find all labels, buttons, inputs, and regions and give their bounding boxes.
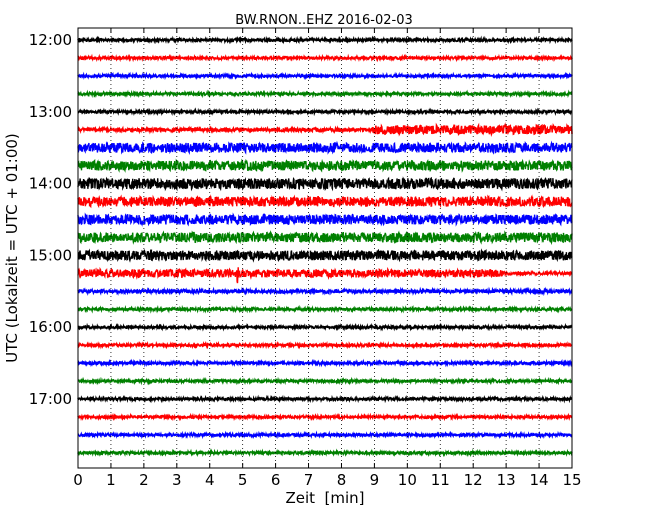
trace-1630 bbox=[77, 358, 573, 368]
trace-1500 bbox=[77, 248, 573, 263]
trace-1615 bbox=[77, 340, 573, 350]
trace-1645 bbox=[77, 376, 573, 386]
trace-1400 bbox=[77, 176, 573, 192]
trace-1730 bbox=[77, 430, 573, 440]
y-axis-label: UTC (Lokalzeit = UTC + 01:00) bbox=[3, 133, 21, 363]
y-tick-label: 12:00 bbox=[29, 31, 72, 49]
x-tick-label: 4 bbox=[205, 471, 215, 489]
trace-1745 bbox=[77, 448, 573, 458]
x-tick-label: 15 bbox=[562, 471, 581, 489]
x-tick-label: 14 bbox=[530, 471, 549, 489]
trace-1315 bbox=[77, 122, 573, 137]
trace-1330 bbox=[77, 140, 573, 156]
trace-1415 bbox=[77, 194, 573, 209]
x-tick-label: 1 bbox=[106, 471, 116, 489]
x-tick-label: 5 bbox=[238, 471, 248, 489]
x-tick-label: 10 bbox=[398, 471, 417, 489]
plot-frame bbox=[77, 27, 573, 469]
trace-1215 bbox=[77, 53, 573, 63]
trace-1430 bbox=[77, 212, 573, 227]
trace-1230 bbox=[77, 71, 573, 81]
trace-1445 bbox=[77, 230, 573, 246]
y-tick-label: 16:00 bbox=[29, 318, 72, 336]
trace-1345 bbox=[77, 158, 573, 173]
x-axis-label: Zeit [min] bbox=[285, 489, 364, 507]
y-tick-label: 17:00 bbox=[29, 390, 72, 408]
x-tick-label: 0 bbox=[73, 471, 83, 489]
trace-group bbox=[77, 35, 573, 458]
x-axis: 0 1 2 3 4 5 6 7 8 9 10 11 12 13 14 15 bbox=[73, 28, 582, 489]
trace-1545 bbox=[77, 304, 573, 314]
x-tick-label: 6 bbox=[271, 471, 281, 489]
trace-1700 bbox=[77, 394, 573, 404]
trace-1300 bbox=[77, 107, 572, 117]
trace-1245 bbox=[77, 89, 573, 99]
x-tick-label: 13 bbox=[497, 471, 516, 489]
x-tick-label: 12 bbox=[464, 471, 483, 489]
x-tick-label: 2 bbox=[139, 471, 149, 489]
chart-title: BW.RNON..EHZ 2016-02-03 bbox=[235, 13, 413, 28]
trace-1715 bbox=[77, 412, 573, 422]
x-tick-label: 8 bbox=[337, 471, 347, 489]
x-tick-label: 11 bbox=[431, 471, 450, 489]
trace-1530 bbox=[77, 286, 573, 297]
trace-1600 bbox=[77, 322, 573, 332]
grid bbox=[110, 28, 540, 468]
y-tick-label: 14:00 bbox=[29, 175, 72, 193]
x-tick-label: 9 bbox=[370, 471, 380, 489]
x-tick-label: 7 bbox=[304, 471, 314, 489]
trace-1515 bbox=[77, 266, 573, 284]
y-axis: 12:00 13:00 14:00 15:00 16:00 17:00 bbox=[29, 31, 572, 408]
y-tick-label: 13:00 bbox=[29, 103, 72, 121]
x-tick-label: 3 bbox=[172, 471, 182, 489]
y-tick-label: 15:00 bbox=[29, 246, 72, 264]
trace-1200 bbox=[77, 35, 573, 45]
